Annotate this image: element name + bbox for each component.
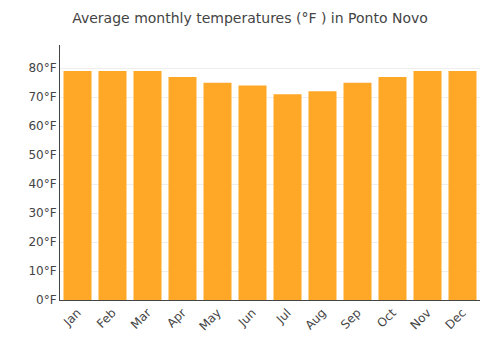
svg-text:Dec: Dec bbox=[443, 306, 469, 332]
svg-text:Jun: Jun bbox=[235, 306, 259, 330]
svg-text:20°F: 20°F bbox=[28, 235, 56, 249]
svg-text:40°F: 40°F bbox=[28, 177, 56, 191]
svg-text:80°F: 80°F bbox=[28, 61, 56, 75]
svg-text:50°F: 50°F bbox=[28, 148, 56, 162]
svg-text:0°F: 0°F bbox=[36, 293, 57, 307]
svg-text:May: May bbox=[196, 306, 223, 333]
svg-text:Jul: Jul bbox=[273, 306, 294, 327]
svg-text:Oct: Oct bbox=[374, 306, 399, 331]
svg-text:10°F: 10°F bbox=[28, 264, 56, 278]
svg-text:Feb: Feb bbox=[94, 306, 119, 331]
svg-text:70°F: 70°F bbox=[28, 90, 56, 104]
svg-text:Aug: Aug bbox=[302, 306, 328, 332]
svg-text:30°F: 30°F bbox=[28, 206, 56, 220]
svg-text:Average monthly temperatures (: Average monthly temperatures (°F ) in Po… bbox=[72, 10, 428, 26]
svg-text:Sep: Sep bbox=[338, 306, 364, 332]
svg-text:Mar: Mar bbox=[128, 306, 154, 332]
svg-text:Nov: Nov bbox=[407, 306, 433, 332]
svg-text:Jan: Jan bbox=[60, 306, 84, 330]
svg-text:Apr: Apr bbox=[164, 306, 189, 331]
svg-text:60°F: 60°F bbox=[28, 119, 56, 133]
